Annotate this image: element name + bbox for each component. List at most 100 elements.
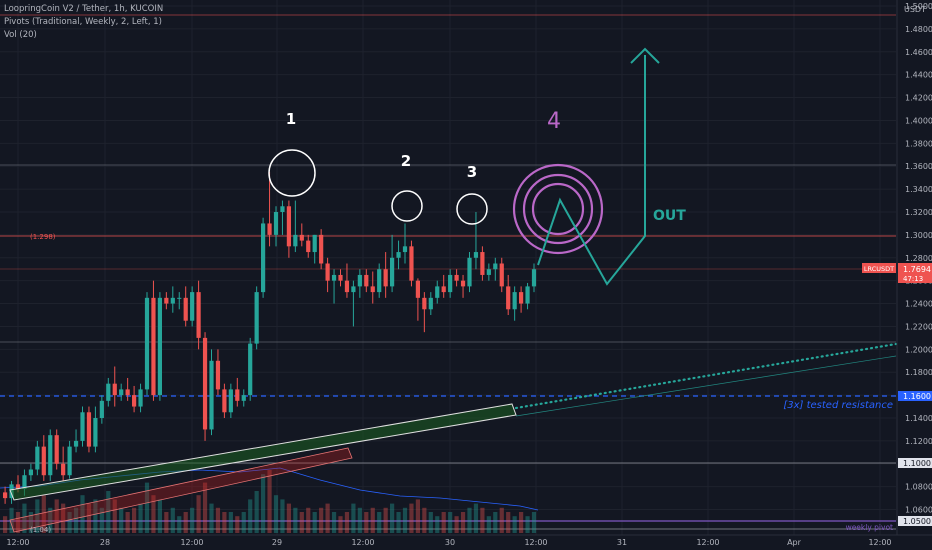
candle-body xyxy=(377,269,382,293)
candle-body xyxy=(196,292,201,338)
volume-bar xyxy=(448,512,453,533)
volume-bar xyxy=(254,491,259,533)
price-tick: 1.4000 xyxy=(905,116,932,125)
circle-peak-3 xyxy=(456,193,488,225)
candle-body xyxy=(460,280,466,287)
out-label: OUT xyxy=(653,208,686,224)
candle-body xyxy=(409,246,414,281)
candle-body xyxy=(448,274,453,293)
volume-bar xyxy=(80,495,85,533)
volume-bar xyxy=(9,507,14,533)
candle-body xyxy=(190,292,195,321)
volume-bar xyxy=(228,512,233,533)
volume-bar xyxy=(493,512,498,533)
volume-bar xyxy=(241,512,246,533)
candle-body xyxy=(519,292,524,304)
candle-body xyxy=(506,286,511,310)
candle-body xyxy=(209,360,214,430)
annotation-4: 4 xyxy=(547,109,561,134)
volume-bar xyxy=(112,499,117,533)
candle-body xyxy=(48,435,53,476)
annotation-3: 3 xyxy=(467,163,477,181)
candle-body xyxy=(125,389,130,396)
volume-bar xyxy=(267,470,272,533)
arrow-head xyxy=(630,47,660,64)
candle-body xyxy=(280,206,285,212)
time-axis[interactable]: 12:00 28 12:00 29 12:00 30 12:00 31 12:00 Apr 12:0… xyxy=(0,534,932,550)
time-tick: 12:00 xyxy=(696,538,719,547)
volume-bar xyxy=(202,482,208,533)
volume-bar xyxy=(383,507,388,533)
candle-body xyxy=(306,240,311,253)
candle-body xyxy=(177,297,182,299)
candle-body xyxy=(273,212,279,235)
candle-body xyxy=(41,446,46,476)
volume-bar xyxy=(364,512,369,533)
volume-bar xyxy=(325,503,330,533)
volume-bar xyxy=(157,499,162,533)
candle-body xyxy=(106,383,111,401)
volume-bar xyxy=(177,516,182,533)
candle-body xyxy=(235,389,240,401)
volume-indicator[interactable]: Vol (20) xyxy=(4,30,37,40)
volume-bar xyxy=(531,512,537,533)
volume-bar xyxy=(338,516,343,533)
volume-bar xyxy=(377,512,382,533)
volume-bar xyxy=(428,512,433,533)
price-tick: 1.2000 xyxy=(905,345,932,354)
annotation-1: 1 xyxy=(286,110,296,128)
pivots-indicator[interactable]: Pivots (Traditional, Weekly, 2, Left, 1) xyxy=(4,17,162,27)
candle-body xyxy=(67,446,72,476)
trend-extension-dotted xyxy=(514,342,898,410)
volume-bar xyxy=(422,507,427,533)
time-tick: 12:00 xyxy=(868,538,891,547)
candle-body xyxy=(215,360,221,390)
volume-bar xyxy=(396,512,401,533)
candle-body xyxy=(254,292,259,344)
volume-bar xyxy=(222,512,227,533)
candle-body xyxy=(312,234,317,253)
candle-body xyxy=(73,440,79,447)
volume-bar xyxy=(506,512,511,533)
time-tick: Apr xyxy=(787,538,802,547)
candle-body xyxy=(119,389,124,396)
volume-bar xyxy=(15,512,21,533)
volume-bar xyxy=(280,499,285,533)
price-tick: 1.0800 xyxy=(905,483,932,492)
candle-body xyxy=(222,389,227,413)
symbol-title[interactable]: LoopringCoin V2 / Tether, 1h, KUCOIN xyxy=(4,4,164,14)
candle-body xyxy=(170,297,175,304)
volume-bar xyxy=(441,512,446,533)
candle-body xyxy=(435,286,440,298)
price-tick: 1.0600 xyxy=(905,506,932,515)
candle-body xyxy=(454,274,459,281)
volume-bar xyxy=(22,503,27,533)
candle-body xyxy=(486,269,491,275)
candle-body xyxy=(338,274,343,281)
volume-bar xyxy=(183,512,188,533)
candle-body xyxy=(183,297,188,321)
volume-bar xyxy=(99,507,104,533)
volume-bar xyxy=(467,507,472,533)
price-tick: 1.5000 xyxy=(905,2,932,11)
volume-bar xyxy=(73,507,79,533)
time-tick: 12:00 xyxy=(6,538,29,547)
candle-body xyxy=(331,274,337,281)
volume-bar xyxy=(499,507,504,533)
candle-body xyxy=(344,280,350,293)
volume-bar xyxy=(125,512,130,533)
candle-body xyxy=(531,269,537,287)
volume-bar xyxy=(435,516,440,533)
candle-body xyxy=(428,297,433,310)
bottom-left-level-label: (1.04) xyxy=(30,526,51,534)
volume-bar xyxy=(3,516,8,533)
volume-bar xyxy=(273,495,279,533)
trend-extension-thin xyxy=(515,355,897,417)
volume-bar xyxy=(48,507,53,533)
current-price: 1.7694 xyxy=(903,265,931,274)
volume-bar xyxy=(312,512,317,533)
volume-bar xyxy=(512,516,517,533)
time-tick: 28 xyxy=(100,538,110,547)
candle-body xyxy=(3,492,8,499)
